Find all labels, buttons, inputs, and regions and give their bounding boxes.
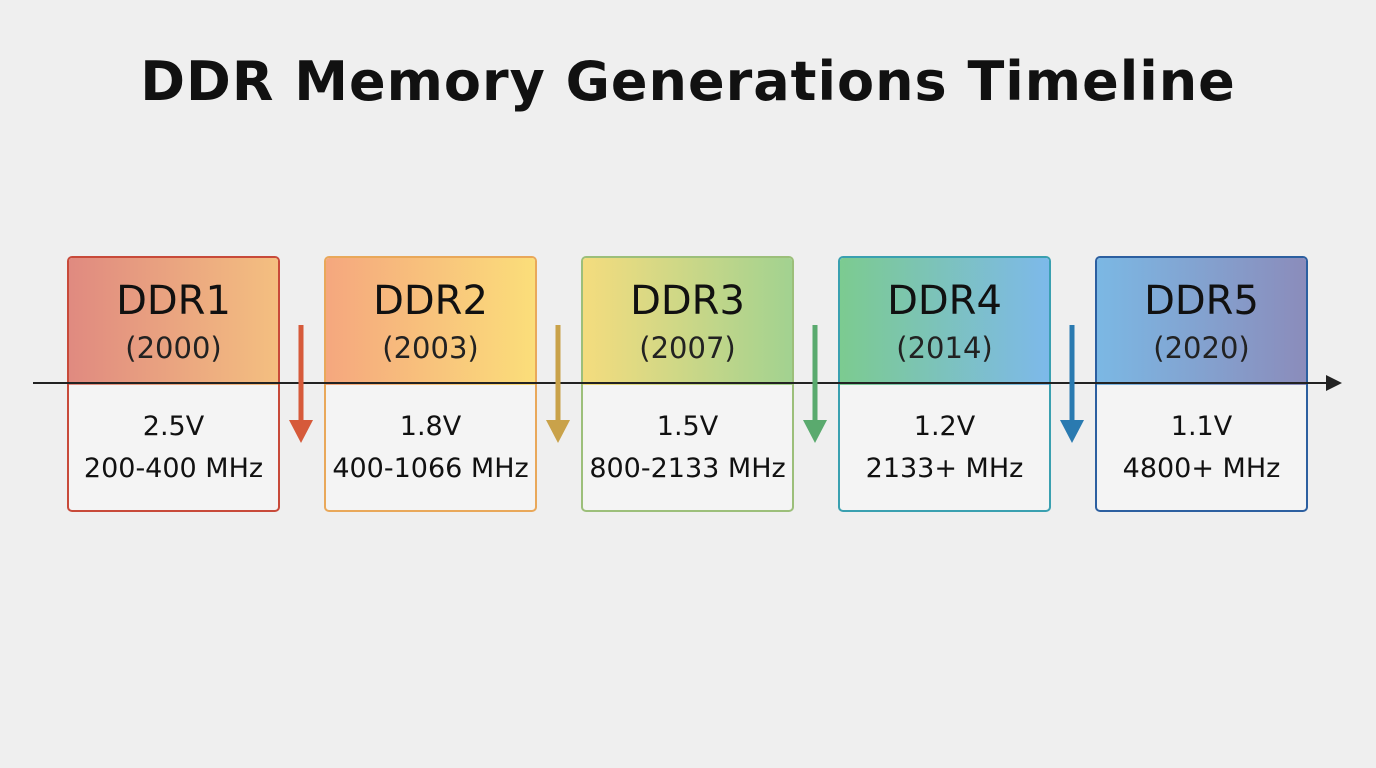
speed: 4800+ MHz (1122, 453, 1281, 484)
generation-year: (2020) (1153, 331, 1250, 365)
voltage: 2.5V (142, 411, 205, 442)
generation-year: (2000) (125, 331, 222, 365)
card-header: DDR4 (2014) (840, 258, 1049, 385)
card-header: DDR5 (2020) (1097, 258, 1306, 385)
speed: 200-400 MHz (83, 453, 264, 484)
generation-year: (2003) (382, 331, 479, 365)
speed: 800-2133 MHz (589, 453, 786, 484)
generation-name: DDR4 (887, 278, 1002, 324)
down-arrowhead (546, 420, 570, 443)
title: DDR Memory Generations Timeline (140, 50, 1236, 113)
speed: 400-1066 MHz (332, 453, 529, 484)
down-arrowhead (803, 420, 827, 443)
down-arrowhead (289, 420, 313, 443)
speed: 2133+ MHz (865, 453, 1024, 484)
voltage: 1.8V (399, 411, 462, 442)
card-header: DDR3 (2007) (583, 258, 792, 385)
generation-name: DDR5 (1144, 278, 1259, 324)
voltage: 1.2V (913, 411, 976, 442)
card-header: DDR2 (2003) (326, 258, 535, 385)
generation-year: (2007) (639, 331, 736, 365)
card-header: DDR1 (2000) (69, 258, 278, 385)
down-arrowhead (1060, 420, 1084, 443)
generation-name: DDR3 (630, 278, 745, 324)
generation-year: (2014) (896, 331, 993, 365)
generation-name: DDR2 (373, 278, 488, 324)
voltage: 1.5V (656, 411, 719, 442)
voltage: 1.1V (1170, 411, 1233, 442)
generation-name: DDR1 (116, 278, 231, 324)
generation-card: DDR4 (2014) 1.2V 2133+ MHz (838, 256, 1051, 512)
axis-arrowhead (1326, 375, 1342, 391)
